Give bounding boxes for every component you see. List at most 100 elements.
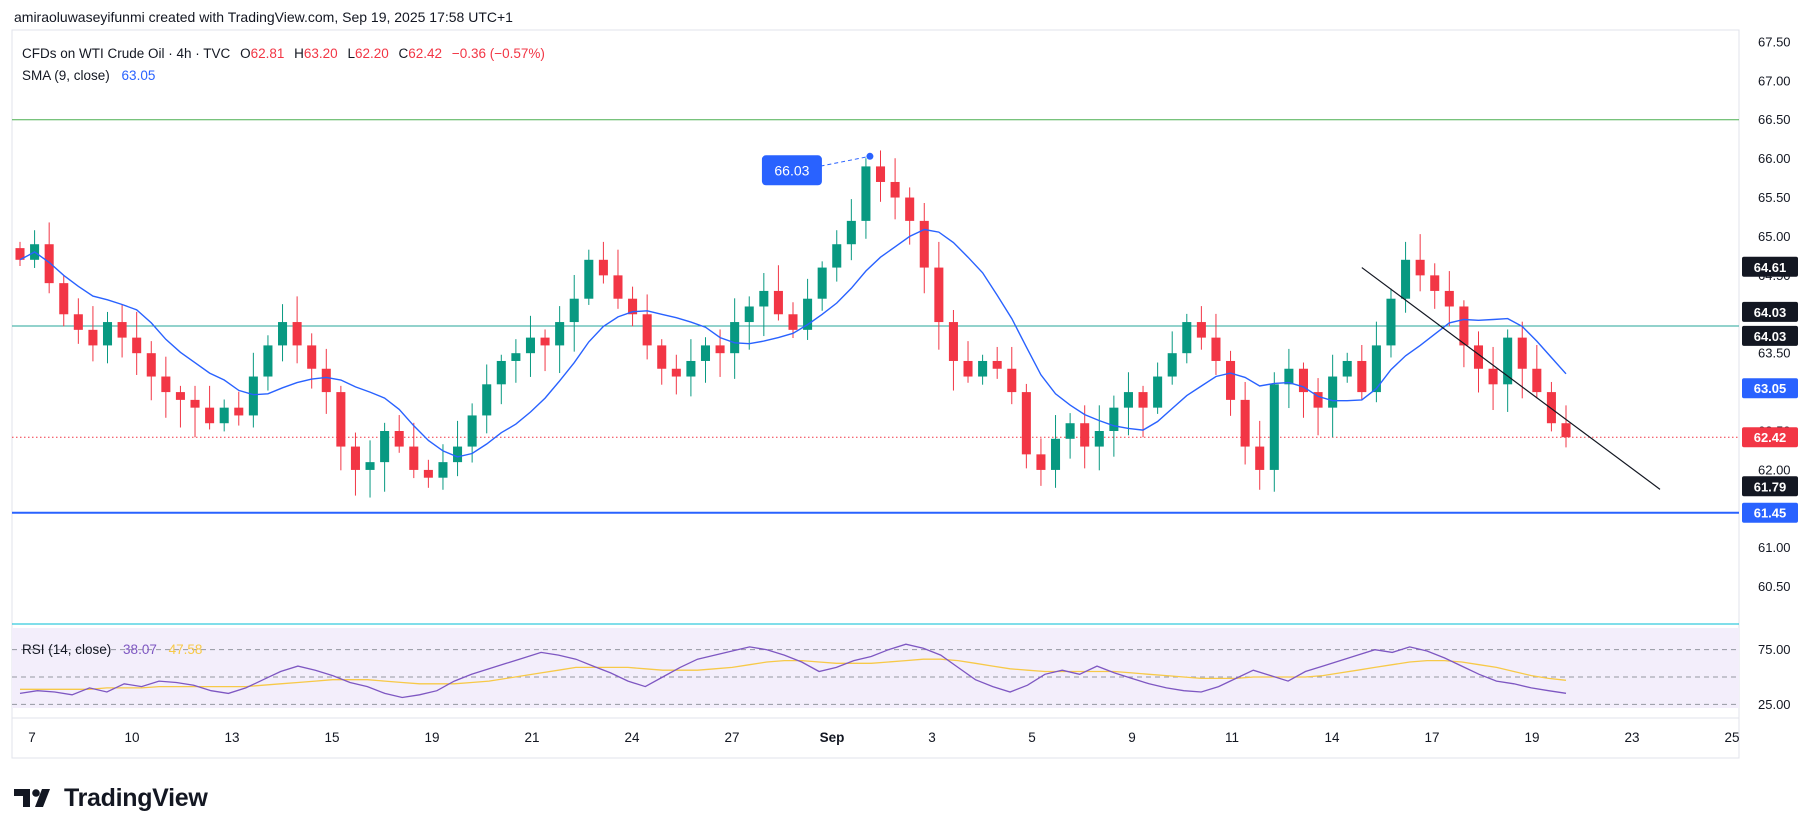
candle-body	[1517, 337, 1527, 369]
candle-body	[1298, 368, 1308, 393]
time-tick-label: 3	[928, 730, 936, 745]
candle-body	[161, 376, 171, 393]
price-label-text: 61.79	[1754, 479, 1787, 494]
candle-body	[730, 322, 740, 354]
candle-body	[978, 360, 988, 377]
legend-high: 63.20	[304, 46, 338, 61]
sma-label: SMA (9, close)	[22, 68, 110, 83]
price-label-text: 61.45	[1754, 506, 1787, 521]
candle-body	[59, 283, 69, 315]
time-tick-label: 27	[724, 730, 739, 745]
price-tick-label: 67.50	[1758, 34, 1791, 49]
rsi-level-label: 75.00	[1758, 642, 1791, 657]
svg-text:SMA (9, close) 63.05: SMA (9, close) 63.05	[22, 68, 155, 83]
time-tick-label: 10	[124, 730, 139, 745]
price-tick-label: 65.50	[1758, 190, 1791, 205]
rsi-line	[19, 643, 1567, 699]
horizontal-levels	[12, 119, 1739, 514]
price-label-text: 62.42	[1754, 430, 1787, 445]
candle-body	[628, 298, 638, 315]
candle-body	[1488, 368, 1498, 385]
rsi-levels: 25.00 75.00	[12, 642, 1791, 712]
candle-body	[1342, 360, 1352, 377]
candle-body	[321, 368, 331, 393]
candle-body	[788, 314, 798, 330]
rsi-ma-line	[20, 658, 1567, 690]
candle-body	[1240, 399, 1250, 447]
candle-body	[380, 431, 390, 463]
time-tick-label: 21	[524, 730, 539, 745]
price-label-text: 64.03	[1754, 305, 1787, 320]
time-tick-label: Sep	[820, 730, 845, 745]
time-tick-label: 25	[1724, 730, 1739, 745]
tradingview-logo-icon	[14, 789, 50, 807]
candle-body	[1196, 322, 1206, 338]
candle-body	[555, 322, 565, 346]
candle-body	[642, 314, 652, 346]
price-label-box	[1742, 502, 1798, 523]
legend-change: −0.36 (−0.57%)	[452, 46, 545, 61]
legend-high-label: H	[294, 46, 304, 61]
candle-body	[263, 345, 273, 377]
candle-body	[453, 446, 463, 463]
candle-body	[1546, 392, 1556, 424]
candle-body	[117, 322, 127, 338]
candle-body	[438, 462, 448, 478]
candle-body	[715, 345, 725, 354]
candle-body	[15, 248, 25, 260]
candle-body	[613, 275, 623, 299]
candle-body	[919, 220, 929, 268]
price-label-text: 63.05	[1754, 381, 1787, 396]
candle-body	[1007, 368, 1017, 393]
sma-value: 63.05	[122, 68, 156, 83]
candle-body	[1284, 368, 1294, 385]
candle-body	[1094, 431, 1104, 447]
candle-body	[875, 166, 886, 182]
candle-body	[482, 384, 492, 416]
candle-body	[278, 322, 288, 346]
candle-body	[175, 392, 185, 400]
candle-body	[1080, 423, 1090, 447]
legend-close: 62.42	[408, 46, 442, 61]
candle-body	[700, 345, 711, 361]
candle-body	[803, 298, 813, 330]
candle-body	[511, 353, 521, 361]
rsi-background	[12, 628, 1739, 708]
candle-body	[1430, 275, 1440, 291]
attribution-header: amiraoluwaseyifunmi created with Trading…	[14, 9, 513, 25]
candle-body	[467, 415, 477, 447]
candle-body	[1226, 360, 1236, 400]
price-label-box	[1742, 325, 1798, 346]
candle-body	[1459, 306, 1469, 346]
candle-body	[744, 306, 754, 323]
candle-body	[540, 337, 550, 346]
time-axis: 7 10 13 15 19 21 24 27 Sep 3 5 9 11 14 17 19 23 25	[28, 730, 1739, 745]
price-tick-label: 65.00	[1758, 229, 1791, 244]
candle-body	[219, 407, 229, 424]
time-tick-label: 23	[1624, 730, 1639, 745]
high-annotation[interactable]: 66.03	[761, 152, 874, 186]
time-tick-label: 13	[224, 730, 239, 745]
price-label-box	[1742, 256, 1798, 277]
price-tick-label: 66.50	[1758, 112, 1791, 127]
legend-close-label: C	[399, 46, 409, 61]
price-label-text: 64.61	[1754, 260, 1787, 275]
svg-text:CFDs on WTI Crude Oil · 4h · T: CFDs on WTI Crude Oil · 4h · TVC O62.81 …	[22, 46, 545, 61]
rsi-value: 38.07	[123, 642, 157, 657]
candle-body	[1328, 376, 1338, 408]
trendline[interactable]	[1361, 267, 1661, 490]
candle-body	[1503, 337, 1513, 385]
price-label-box	[1742, 378, 1798, 399]
tradingview-logo[interactable]: TradingView	[14, 782, 208, 814]
time-tick-label: 19	[424, 730, 439, 745]
candle-body	[1532, 368, 1542, 393]
price-label-text: 64.03	[1754, 329, 1787, 344]
candle-body	[44, 244, 54, 284]
candle-body	[1313, 392, 1323, 408]
candle-body	[963, 360, 973, 377]
candle-body	[248, 376, 258, 416]
candle-body	[584, 259, 594, 299]
annotation-connector	[799, 155, 871, 171]
candle-body	[409, 446, 419, 470]
